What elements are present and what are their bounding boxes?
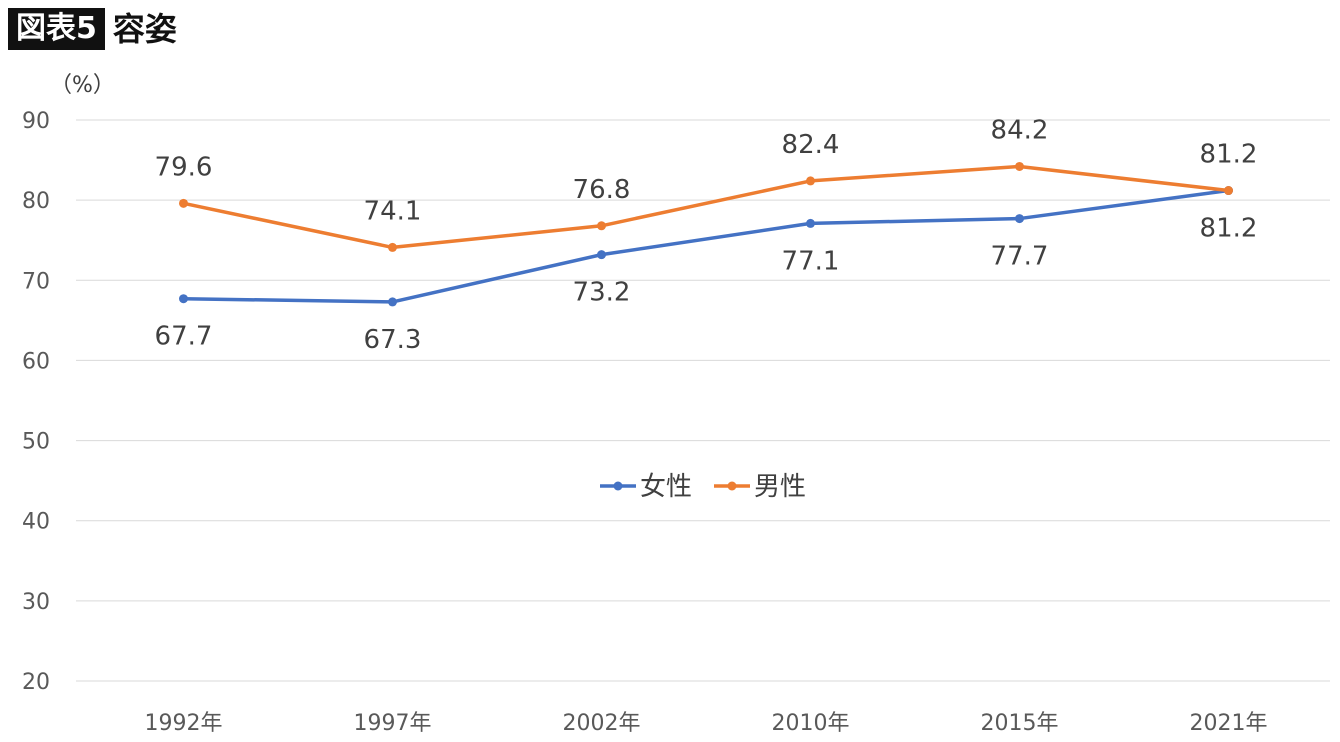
x-tick-label: 2002年: [563, 711, 641, 736]
y-tick-label: 60: [22, 349, 50, 374]
chart-title: 容姿: [112, 10, 177, 48]
y-tick-label: 40: [22, 510, 50, 535]
data-point: [179, 198, 188, 208]
data-label: 67.3: [364, 325, 422, 355]
y-tick-label: 80: [22, 189, 50, 214]
y-tick-label: 70: [22, 269, 50, 294]
data-point: [806, 176, 815, 186]
data-label: 81.2: [1200, 214, 1258, 244]
x-tick-label: 1992年: [145, 711, 223, 736]
data-point: [806, 218, 815, 228]
data-label: 77.7: [991, 242, 1049, 272]
series-lines: [179, 161, 1233, 307]
y-tick-label: 30: [22, 590, 50, 615]
y-tick-label: 20: [22, 670, 50, 695]
data-label: 81.2: [1200, 140, 1258, 170]
data-label: 76.8: [573, 175, 631, 205]
y-tick-label: 90: [22, 109, 50, 134]
data-label: 79.6: [155, 152, 213, 182]
data-point: [388, 297, 397, 307]
data-point: [388, 242, 397, 252]
legend-marker: [727, 481, 737, 491]
y-tick-label: 50: [22, 430, 50, 455]
x-tick-label: 2021年: [1190, 711, 1268, 736]
data-label: 77.1: [782, 246, 840, 276]
figure-number-badge: 図表5: [8, 8, 105, 50]
data-point: [179, 294, 188, 304]
series-line: [183, 188, 1229, 304]
legend-entry: 女性: [640, 472, 692, 502]
data-point: [1224, 186, 1233, 196]
data-point: [1015, 214, 1024, 224]
data-point: [597, 250, 606, 260]
data-label: 73.2: [573, 278, 631, 308]
y-axis-label: （%）: [50, 73, 115, 98]
data-label: 84.2: [991, 115, 1049, 145]
y-axis-ticks: 20 30 40 50 60 70 80 90: [22, 109, 50, 695]
x-tick-label: 2015年: [981, 711, 1059, 736]
data-labels: 67.7 67.3 73.2 77.1 77.7 81.2 79.6 74.1 76.8 82.4…: [155, 115, 1258, 354]
data-label: 74.1: [364, 196, 422, 226]
x-axis-ticks: 1992年 1997年 2002年 2010年 2015年 2021年: [145, 711, 1268, 736]
chart-title-block: 図表5 容姿: [8, 8, 177, 50]
gridlines: [76, 119, 1330, 682]
data-point: [597, 221, 606, 231]
data-label: 67.7: [155, 322, 213, 352]
x-tick-label: 2010年: [772, 711, 850, 736]
x-tick-label: 1997年: [354, 711, 432, 736]
data-label: 82.4: [782, 130, 840, 160]
data-point: [1015, 161, 1024, 171]
legend-entry: 男性: [754, 472, 806, 502]
legend-marker: [613, 481, 623, 491]
legend: 女性 男性: [600, 472, 806, 502]
series-line: [183, 164, 1229, 250]
